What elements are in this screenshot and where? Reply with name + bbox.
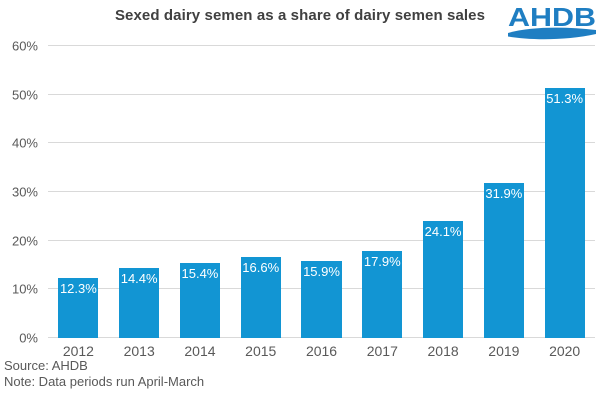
bars-container: 12.3% 14.4% 15.4% 16.6% 15.9% 17.9% 24.1% 31.9%…: [48, 46, 595, 338]
bar-slot: 16.6%: [230, 46, 291, 338]
bar-2013: 14.4%: [119, 267, 160, 338]
plot-area: 12.3% 14.4% 15.4% 16.6% 15.9% 17.9% 24.1% 31.9%…: [48, 45, 595, 338]
bar-slot: 12.3%: [48, 46, 109, 338]
bar-slot: 14.4%: [109, 46, 170, 338]
x-tick-label: 2012: [62, 343, 94, 359]
y-tick-label: 20%: [11, 233, 38, 249]
y-tick-label: 30%: [11, 184, 38, 200]
bar-value-label: 16.6%: [242, 260, 280, 276]
y-tick-label: 50%: [11, 87, 38, 103]
bar-slot: 15.9%: [291, 46, 352, 338]
bar-value-label: 15.4%: [181, 266, 219, 282]
bar-2015: 16.6%: [240, 257, 281, 338]
bar-value-label: 15.9%: [303, 263, 340, 279]
bar-slot: 31.9%: [473, 46, 534, 338]
x-axis: 2012 2013 2014 2015 2016 2017 2018 2019 2020: [48, 343, 595, 359]
period-note: Note: Data periods run April-March: [4, 373, 205, 389]
y-tick-label: 60%: [11, 38, 38, 54]
bar-slot: 51.3%: [534, 46, 595, 338]
bar-slot: 15.4%: [170, 46, 231, 338]
bar-value-label: 24.1%: [424, 223, 462, 239]
bar-value-label: 12.3%: [59, 281, 97, 297]
ahdb-logo: AHDB: [508, 3, 596, 40]
bar-2016: 15.9%: [301, 260, 342, 338]
x-tick-label: 2018: [427, 343, 459, 359]
x-tick-label: 2017: [366, 343, 398, 359]
bar-value-label: 51.3%: [546, 91, 584, 107]
x-tick-label: 2019: [488, 343, 520, 359]
gridline: [48, 93, 595, 95]
bar-2014: 15.4%: [179, 263, 220, 338]
x-tick-label: 2013: [123, 343, 155, 359]
gridline: [48, 239, 595, 241]
y-tick-label: 0%: [19, 330, 38, 346]
y-tick-label: 10%: [11, 281, 38, 297]
bar-2012: 12.3%: [58, 278, 99, 338]
x-tick-label: 2014: [184, 343, 216, 359]
bar-2020: 51.3%: [544, 88, 585, 338]
bar-2019: 31.9%: [483, 182, 524, 338]
gridline: [48, 45, 595, 46]
x-tick-label: 2015: [245, 343, 277, 359]
source-note: Source: AHDB: [4, 358, 88, 373]
x-tick-label: 2020: [549, 343, 581, 359]
chart-title: Sexed dairy semen as a share of dairy se…: [114, 7, 486, 24]
bar-slot: 24.1%: [413, 46, 474, 338]
bar-slot: 17.9%: [352, 46, 413, 338]
ahdb-logo-text: AHDB: [508, 3, 596, 32]
y-axis: 0% 10% 20% 30% 40% 50% 60%: [0, 39, 38, 346]
bar-value-label: 31.9%: [485, 185, 523, 201]
bar-value-label: 17.9%: [363, 253, 401, 269]
ahdb-logo-swoosh-icon: [508, 27, 596, 40]
x-tick-label: 2016: [305, 343, 338, 359]
y-tick-label: 40%: [11, 135, 38, 151]
gridline: [48, 142, 595, 144]
bar-value-label: 14.4%: [120, 270, 158, 286]
bar-2018: 24.1%: [423, 220, 464, 338]
gridline: [48, 191, 595, 192]
footer-notes: Source: AHDB Note: Data periods run Apri…: [4, 358, 204, 389]
bar-2017: 17.9%: [362, 250, 403, 338]
